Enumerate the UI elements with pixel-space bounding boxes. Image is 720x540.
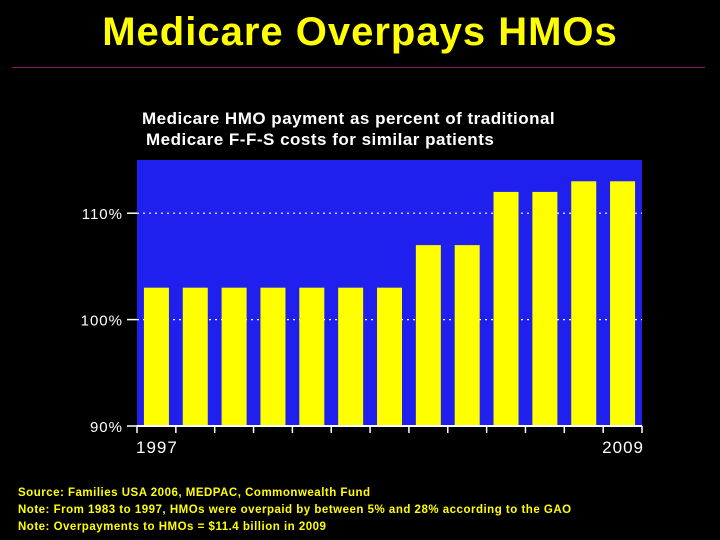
chart-title-line-1: Medicare HMO payment as percent of tradi… xyxy=(142,109,556,128)
x-tick-label-first: 1997 xyxy=(136,438,178,457)
slide-title: Medicare Overpays HMOs xyxy=(102,10,618,54)
bars xyxy=(143,181,636,426)
gao-note: Note: From 1983 to 1997, HMOs were overp… xyxy=(18,504,572,516)
bar-2001 xyxy=(299,287,325,426)
bar-2004 xyxy=(415,245,441,426)
bar-1999 xyxy=(221,287,247,426)
bar-1997 xyxy=(143,287,169,426)
title-divider xyxy=(12,67,705,68)
bar-2009 xyxy=(610,181,636,426)
bar-2006 xyxy=(493,191,519,426)
y-tick-label: 90% xyxy=(90,419,123,436)
bar-2008 xyxy=(571,181,597,426)
bar-2007 xyxy=(532,191,558,426)
chart-title-line-2: Medicare F-F-S costs for similar patient… xyxy=(146,130,495,149)
bar-2002 xyxy=(338,287,364,426)
chart-title: Medicare HMO payment as percent of tradi… xyxy=(142,108,662,150)
source-note: Source: Families USA 2006, MEDPAC, Commo… xyxy=(18,487,371,499)
bar-2000 xyxy=(260,287,286,426)
tick-labels: 90% 100% 110% 1997 2009 xyxy=(81,206,644,457)
x-tick-label-last: 2009 xyxy=(602,438,644,457)
y-tick-label: 100% xyxy=(81,313,123,330)
bar-1998 xyxy=(182,287,208,426)
bar-2005 xyxy=(454,245,480,426)
bar-2003 xyxy=(377,287,402,426)
y-tick-label: 110% xyxy=(82,206,123,223)
axes xyxy=(127,212,643,433)
footnotes: Source: Families USA 2006, MEDPAC, Commo… xyxy=(18,485,572,536)
overpayment-note: Note: Overpayments to HMOs = $11.4 billi… xyxy=(18,521,327,533)
